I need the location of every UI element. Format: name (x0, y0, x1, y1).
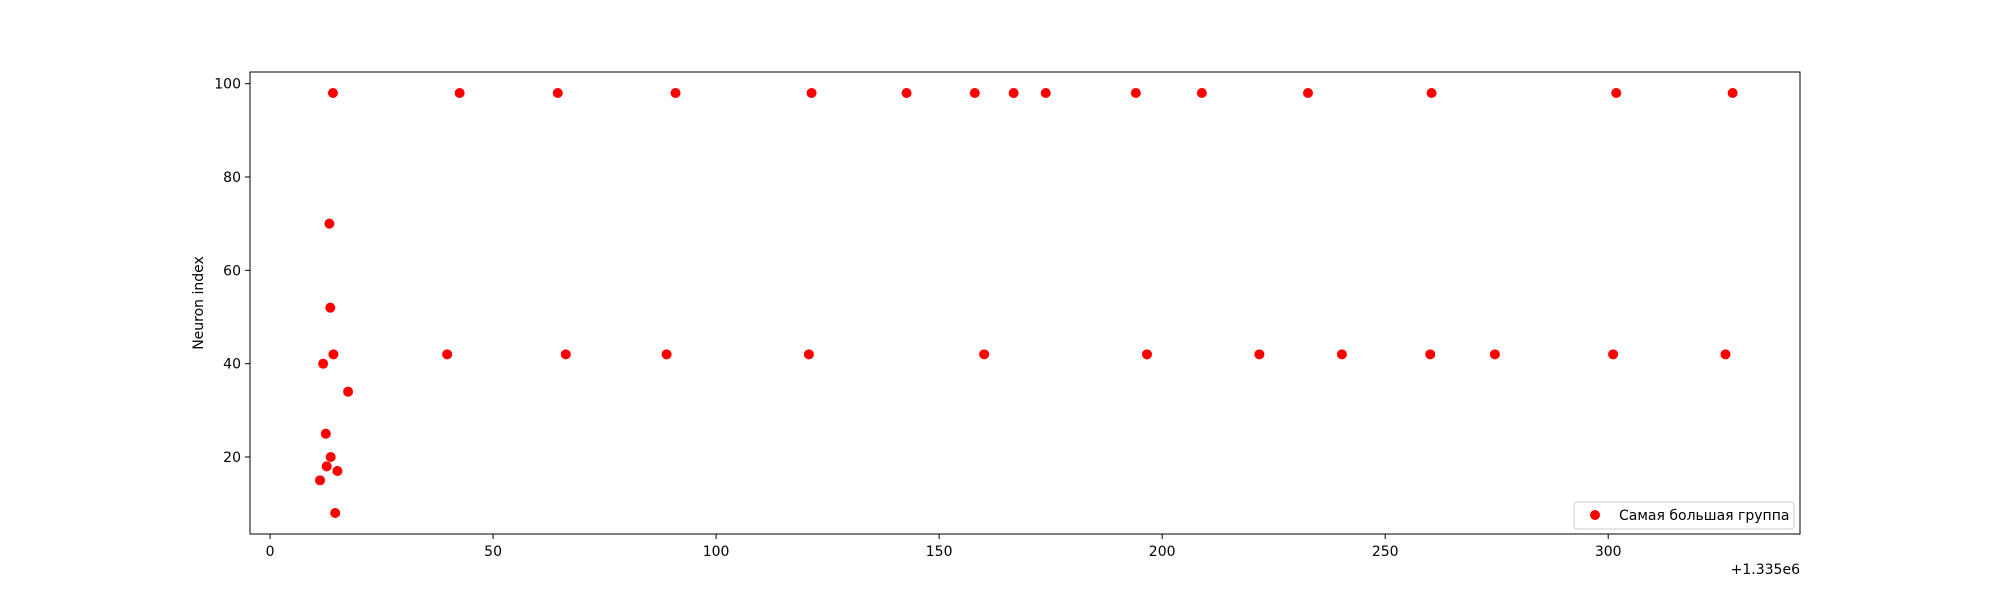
x-tick-label: 200 (1149, 544, 1176, 560)
scatter-point (1425, 349, 1436, 360)
scatter-point (1336, 349, 1347, 360)
scatter-point (1130, 88, 1141, 98)
scatter-point (325, 302, 336, 313)
scatter-point (320, 428, 331, 439)
scatter-point (1720, 349, 1731, 360)
scatter-point (901, 88, 912, 98)
x-tick-label: 50 (484, 544, 502, 560)
scatter-point (318, 358, 329, 369)
scatter-point (328, 349, 339, 360)
scatter-point (325, 452, 336, 462)
scatter-point (327, 88, 338, 98)
scatter-point (1303, 88, 1314, 98)
scatter-point (1426, 88, 1437, 98)
y-tick-label: 40 (223, 357, 241, 373)
scatter-point (803, 349, 814, 360)
scatter-point (330, 508, 341, 518)
scatter-point (324, 218, 335, 229)
y-tick-label: 80 (223, 170, 241, 186)
scatter-point (552, 88, 563, 98)
scatter-point (321, 461, 332, 472)
scatter-point (1608, 349, 1619, 360)
x-tick-label: 300 (1595, 544, 1622, 560)
scatter-point (343, 386, 354, 397)
scatter-point (1611, 88, 1622, 98)
x-axis-offset-label: +1.335e6 (1731, 562, 1800, 578)
scatter-point (560, 349, 571, 360)
scatter-point (979, 349, 990, 360)
y-tick-label: 100 (214, 77, 241, 93)
scatter-point (1489, 349, 1500, 360)
scatter-point (1727, 88, 1738, 98)
y-axis-label: Neuron index (191, 256, 207, 350)
scatter-point (670, 88, 681, 98)
x-tick-label: 250 (1372, 544, 1399, 560)
legend-label: Самая большая группа (1619, 508, 1789, 524)
scatter-point (1196, 88, 1207, 98)
scatter-point (1254, 349, 1265, 360)
scatter-point (442, 349, 453, 360)
scatter-point (1040, 88, 1051, 98)
scatter-point (315, 475, 326, 486)
scatter-points (315, 88, 1738, 518)
x-tick-label: 100 (703, 544, 730, 560)
scatter-point (969, 88, 980, 98)
x-tick-label: 0 (266, 544, 275, 560)
scatter-point (1008, 88, 1019, 98)
legend-box (1573, 501, 1795, 530)
legend: Самая большая группа (1573, 501, 1795, 530)
x-axis-ticks: 0 50 100 150 200 250 300 (266, 534, 1622, 560)
scatter-point (1141, 349, 1152, 360)
scatter-point (661, 349, 672, 360)
y-tick-label: 60 (223, 263, 241, 279)
legend-marker (1590, 510, 1600, 520)
y-tick-label: 20 (223, 450, 241, 466)
scatter-point (806, 88, 817, 98)
scatter-point (332, 466, 343, 476)
axes-frame (249, 71, 1801, 535)
x-tick-label: 150 (926, 544, 953, 560)
y-axis-ticks: 20 40 60 80 100 (214, 77, 250, 466)
scatter-point (454, 88, 465, 98)
